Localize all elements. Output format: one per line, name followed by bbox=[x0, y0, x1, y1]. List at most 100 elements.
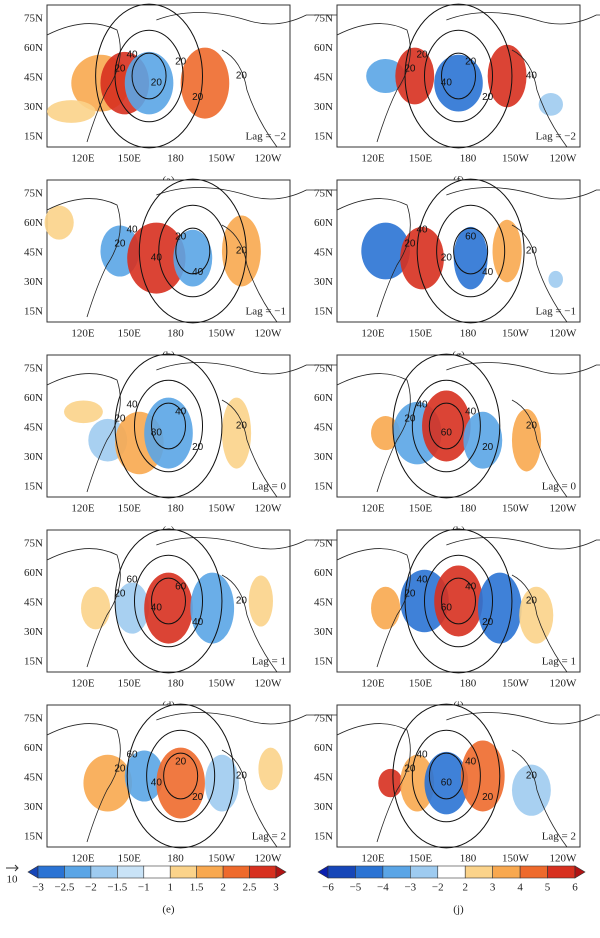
anomaly-shading bbox=[258, 747, 283, 791]
lon-tick-label: 150E bbox=[118, 153, 142, 165]
lon-tick-label: 120E bbox=[71, 503, 95, 515]
height-contour bbox=[404, 3, 513, 149]
colorbar-tick-label: −6 bbox=[322, 882, 334, 894]
lag-label: Lag = 2 bbox=[542, 831, 576, 843]
anomaly-shading bbox=[221, 215, 261, 287]
lat-tick-label: 45N bbox=[24, 772, 43, 784]
colorbar-tick-label: 2 bbox=[220, 882, 226, 894]
lon-tick-label: 150W bbox=[502, 153, 530, 165]
contour-label: 20 bbox=[236, 246, 248, 257]
colorbar-tick-label: −4 bbox=[377, 882, 389, 894]
lat-tick-label: 30N bbox=[24, 626, 43, 638]
anomaly-shading bbox=[395, 47, 435, 105]
coastline bbox=[46, 12, 347, 148]
lat-tick-label: 15N bbox=[24, 131, 43, 143]
colorbar-end bbox=[27, 865, 39, 879]
lat-tick-label: 45N bbox=[314, 597, 333, 609]
lat-tick-label: 45N bbox=[24, 422, 43, 434]
anomaly-shading bbox=[477, 572, 522, 644]
lon-tick-label: 150W bbox=[208, 328, 236, 340]
lag-label: Lag = 0 bbox=[252, 481, 287, 493]
anomaly-shading bbox=[144, 572, 193, 644]
height-contour bbox=[150, 402, 187, 450]
colorbar-segment bbox=[547, 865, 576, 879]
lon-tick-label: 120E bbox=[71, 678, 95, 690]
colorbar-tick-label: 4 bbox=[517, 882, 523, 894]
contour-label: 40 bbox=[192, 267, 204, 278]
lat-tick-label: 60N bbox=[314, 567, 333, 579]
contour-label: 20 bbox=[175, 756, 187, 767]
lon-tick-label: 180 bbox=[167, 853, 184, 865]
lat-tick-label: 30N bbox=[314, 801, 333, 813]
anomaly-shading bbox=[124, 750, 164, 802]
lon-tick-label: 120W bbox=[255, 153, 283, 165]
anomaly-shading bbox=[44, 205, 74, 240]
lon-tick-label: 120W bbox=[255, 328, 283, 340]
anomaly-shading bbox=[492, 219, 522, 283]
lat-tick-label: 60N bbox=[24, 217, 43, 229]
lon-tick-label: 150E bbox=[118, 328, 142, 340]
lat-tick-label: 75N bbox=[314, 188, 333, 200]
lag-label: Lag = −1 bbox=[245, 306, 286, 318]
lon-tick-label: 150E bbox=[409, 153, 433, 165]
panel-label: (j) bbox=[453, 904, 464, 916]
lon-tick-label: 120E bbox=[361, 328, 385, 340]
contour-label: 40 bbox=[192, 617, 204, 628]
lon-tick-label: 180 bbox=[460, 853, 477, 865]
anomaly-shading bbox=[424, 751, 469, 815]
contour-label: 60 bbox=[126, 574, 138, 585]
lat-tick-label: 15N bbox=[314, 131, 333, 143]
anomaly-shading bbox=[115, 582, 150, 634]
lat-tick-label: 45N bbox=[314, 247, 333, 259]
height-contour bbox=[163, 752, 199, 800]
colorbar-tick-label: 3 bbox=[490, 882, 496, 894]
lon-tick-label: 120W bbox=[255, 853, 283, 865]
lat-tick-label: 15N bbox=[24, 656, 43, 668]
contour-label: 20 bbox=[404, 64, 416, 75]
contour-label: 40 bbox=[151, 603, 163, 614]
contour-label: 20 bbox=[236, 771, 248, 782]
lon-tick-label: 120E bbox=[361, 853, 385, 865]
lon-tick-label: 120W bbox=[255, 503, 283, 515]
height-contour bbox=[411, 729, 481, 823]
lat-tick-label: 15N bbox=[314, 656, 333, 668]
lat-tick-label: 60N bbox=[24, 742, 43, 754]
anomaly-shading bbox=[460, 740, 505, 812]
contour-label: 60 bbox=[126, 749, 138, 760]
lag-label: Lag = −2 bbox=[245, 131, 286, 143]
colorbar-segment bbox=[327, 865, 356, 879]
colorbar-tick-label: −2 bbox=[85, 882, 97, 894]
lon-tick-label: 180 bbox=[460, 678, 477, 690]
colorbar-segment bbox=[437, 865, 466, 879]
lon-tick-label: 180 bbox=[167, 503, 184, 515]
anomaly-shading bbox=[487, 44, 527, 108]
height-contour bbox=[436, 204, 506, 298]
lat-tick-label: 15N bbox=[24, 306, 43, 318]
anomaly-shading bbox=[548, 270, 563, 288]
lat-tick-label: 45N bbox=[24, 72, 43, 84]
colorbar-tick-label: −3 bbox=[32, 882, 44, 894]
colorbar-segment bbox=[64, 865, 92, 879]
coastline bbox=[336, 12, 600, 148]
contour-label: 60 bbox=[441, 428, 453, 439]
anomaly-shading bbox=[81, 586, 111, 630]
colorbar-tick-label: −1.5 bbox=[107, 882, 127, 894]
contour-label: 20 bbox=[114, 589, 126, 600]
height-contour bbox=[158, 204, 228, 298]
contour-label: 20 bbox=[151, 78, 163, 89]
contour-label: 60 bbox=[175, 581, 187, 592]
contour-label: 20 bbox=[526, 771, 538, 782]
lat-tick-label: 45N bbox=[314, 72, 333, 84]
lon-tick-label: 120W bbox=[550, 853, 578, 865]
coastline bbox=[336, 712, 600, 848]
contour-label: 40 bbox=[151, 778, 163, 789]
contour-label: 20 bbox=[192, 442, 204, 453]
colorbar-tick-label: 3 bbox=[273, 882, 279, 894]
lat-tick-label: 45N bbox=[24, 597, 43, 609]
